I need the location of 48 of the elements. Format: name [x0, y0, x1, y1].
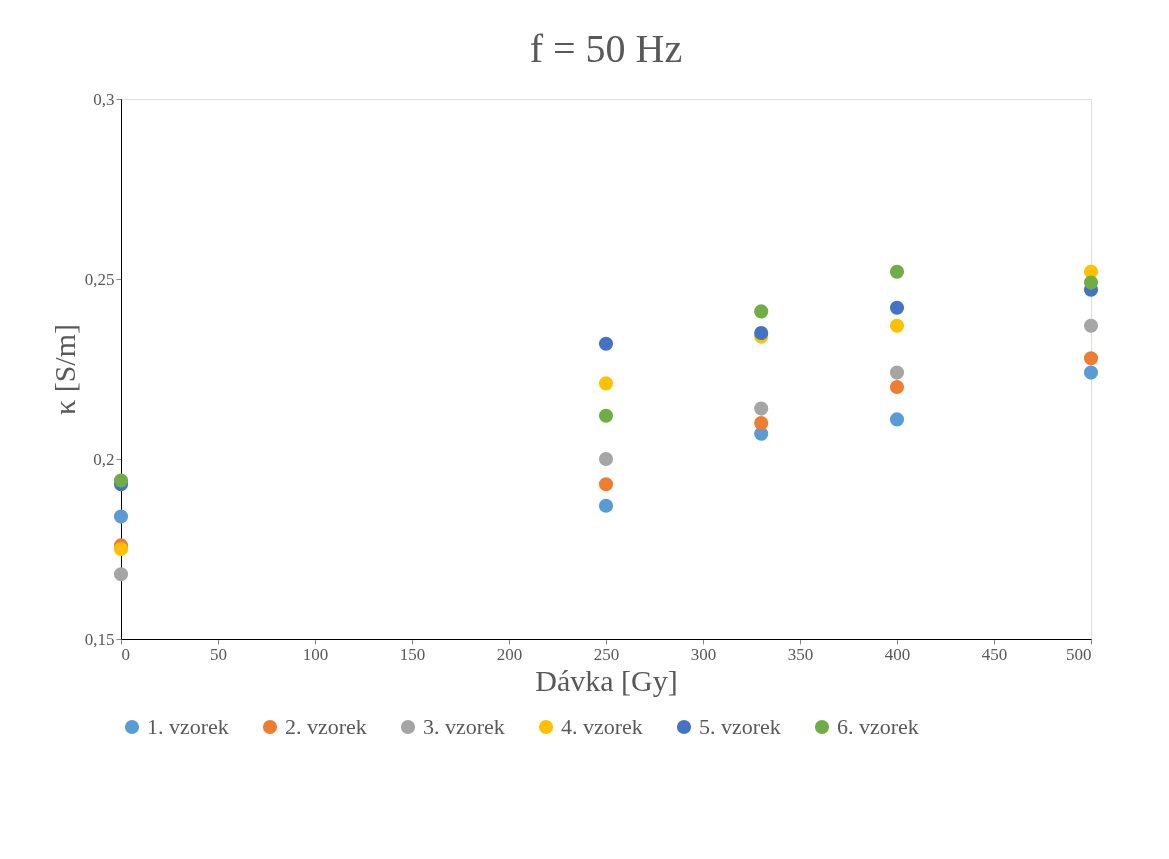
chart-title: f = 50 Hz	[529, 26, 683, 71]
point	[113, 541, 129, 557]
x-tick-label: 400	[884, 644, 911, 664]
point	[113, 567, 129, 582]
y-axis-title: κ [S/m]	[47, 324, 81, 415]
point	[598, 408, 614, 423]
legend-label: 4. vzorek	[561, 714, 643, 739]
point	[754, 401, 769, 416]
x-tick-label: 500	[1066, 644, 1092, 664]
y-tick-label: 0,25	[84, 269, 115, 289]
point	[889, 264, 905, 279]
point	[598, 376, 614, 391]
point	[889, 412, 905, 427]
point	[889, 365, 905, 380]
point	[113, 509, 129, 524]
point	[598, 336, 614, 351]
point	[754, 304, 769, 319]
point	[1083, 351, 1099, 366]
x-tick-label: 150	[399, 644, 426, 664]
x-tick-label: 250	[593, 644, 620, 664]
point	[754, 415, 769, 431]
legend-label: 3. vzorek	[423, 714, 505, 739]
x-tick-label: 50	[210, 644, 227, 664]
point	[1083, 365, 1099, 380]
x-tick-label: 100	[302, 644, 329, 664]
y-tick-label: 0,2	[93, 449, 115, 469]
x-tick-label: 450	[981, 644, 1008, 664]
x-tick-label: 0	[121, 644, 130, 664]
x-tick-label: 300	[690, 644, 717, 664]
point	[598, 498, 614, 513]
x-tick-label: 350	[787, 644, 814, 664]
x-tick-label: 200	[496, 644, 523, 664]
legend-label: 1. vzorek	[147, 714, 229, 739]
point	[113, 473, 129, 488]
point	[754, 325, 769, 341]
legend-label: 6. vzorek	[837, 714, 919, 739]
point	[598, 477, 614, 492]
y-tick-label: 0,15	[84, 629, 115, 649]
point	[889, 318, 905, 333]
point	[889, 300, 905, 315]
x-axis-title: Dávka [Gy]	[535, 663, 678, 697]
y-tick-label: 0,3	[93, 89, 115, 109]
point	[889, 379, 905, 395]
point	[1083, 318, 1099, 333]
point	[1083, 275, 1099, 290]
legend-label: 2. vzorek	[285, 714, 367, 739]
point	[598, 451, 614, 467]
legend-label: 5. vzorek	[699, 714, 781, 739]
